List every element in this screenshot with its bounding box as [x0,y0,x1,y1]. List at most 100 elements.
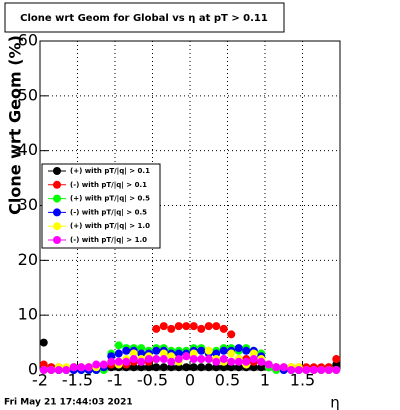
data-point [62,366,71,374]
data-point [114,357,123,366]
data-point [227,330,236,339]
data-point [159,363,168,372]
data-point [227,363,236,372]
plot-frame [39,40,341,371]
data-point [219,355,228,364]
data-point [212,363,221,372]
data-point [332,355,341,364]
data-point [152,355,161,364]
legend-label: (-) with pT/|q| > 0.5 [70,208,147,217]
data-point [204,363,213,372]
data-point [264,360,273,369]
data-point [197,346,206,355]
data-point [249,355,258,364]
legend-box [41,163,161,249]
y-tick-label: 20 [18,250,38,269]
data-point [249,363,258,372]
data-point [332,366,341,374]
data-point [212,322,221,331]
data-point [39,360,48,369]
data-point [294,366,303,374]
data-point [114,349,123,358]
data-point [137,363,146,372]
legend-marker [53,167,61,175]
data-point [152,324,161,333]
x-tick-label: -1 [107,371,123,390]
legend-marker [53,180,61,189]
data-point [219,324,228,333]
data-point [152,363,161,372]
data-point [242,346,251,355]
data-point [137,349,146,358]
data-point [257,357,266,366]
data-point [159,355,168,364]
data-point [332,360,341,369]
data-point [219,363,228,372]
x-axis-label: η [330,394,340,410]
legend: (+) with pT/|q| > 0.1 (-) with pT/|q| > 0… [41,163,161,249]
data-point [287,366,296,374]
data-point [182,352,191,361]
x-tick-label: 1.5 [290,371,315,390]
data-point [144,355,153,364]
legend-marker [53,194,61,203]
y-tick-label: 60 [18,31,38,50]
data-point [122,346,131,355]
data-point [129,355,138,364]
data-point [302,366,311,374]
legend-label: (+) with pT/|q| > 0.5 [70,195,150,204]
data-point [204,355,213,364]
title-box [4,2,285,33]
data-point [114,341,123,350]
data-point [174,349,183,358]
data-point [309,366,318,374]
legend-label: (-) with pT/|q| > 1.0 [70,236,147,245]
data-point [144,363,153,372]
data-point [174,322,183,331]
data-point [197,363,206,372]
data-point [137,344,146,353]
data-point [107,352,116,361]
data-point [234,344,243,353]
data-point [137,357,146,366]
x-tick-label: 0 [185,371,195,390]
data-point [212,357,221,366]
legend-label: (+) with pT/|q| > 0.1 [70,167,150,176]
data-point [47,366,56,374]
legend-label: (-) with pT/|q| > 0.1 [70,181,147,190]
data-point [227,349,236,358]
data-point [242,357,251,366]
data-point [204,346,213,355]
data-point [174,363,183,372]
data-point [317,366,326,374]
data-point [174,355,183,364]
x-tick-label: 1 [260,371,270,390]
x-tick-label: -2 [32,371,48,390]
y-tick-label: 30 [18,195,38,214]
data-point [197,324,206,333]
data-point [204,322,213,331]
timestamp: Fri May 21 17:44:03 2021 [4,398,133,408]
legend-label: (+) with pT/|q| > 1.0 [70,222,150,231]
y-tick-label: 40 [18,140,38,159]
data-point [159,349,168,358]
data-point [54,366,63,374]
data-point [212,349,221,358]
legend-marker [53,222,61,231]
data-point [167,324,176,333]
data-point [272,363,281,372]
data-point [39,366,48,374]
legend-marker [53,208,61,217]
data-point [189,355,198,364]
y-axis-label: Clone wrt Geom (%) [6,35,25,215]
data-point [219,346,228,355]
data-point [122,357,131,366]
data-point [77,363,86,372]
data-point [159,322,168,331]
y-tick-label: 0 [28,360,38,379]
data-point [69,363,78,372]
data-point [182,363,191,372]
legend-marker [53,236,61,244]
y-tick-label: 10 [18,305,38,324]
